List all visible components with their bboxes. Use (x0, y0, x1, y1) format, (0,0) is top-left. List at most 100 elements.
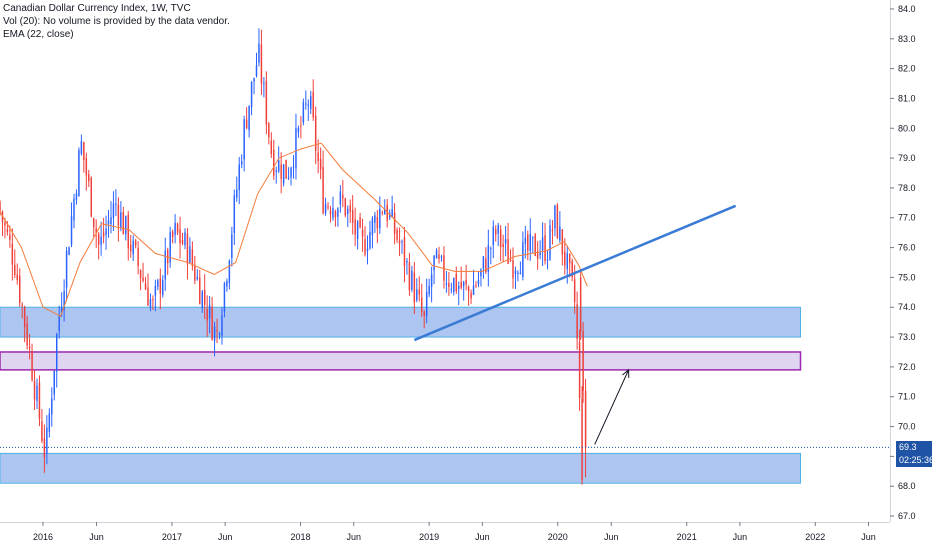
candle[interactable] (339, 185, 342, 213)
candle[interactable] (248, 105, 250, 138)
candle[interactable] (302, 98, 305, 126)
candle[interactable] (440, 254, 443, 262)
candle[interactable] (226, 278, 228, 292)
candle[interactable] (287, 167, 290, 181)
candle[interactable] (144, 276, 147, 290)
middle-resistance-zone[interactable] (0, 351, 802, 371)
candle[interactable] (46, 415, 48, 465)
candle[interactable] (317, 139, 319, 174)
candle[interactable] (33, 369, 36, 410)
candle[interactable] (559, 211, 561, 243)
candle[interactable] (159, 268, 162, 310)
candle[interactable] (26, 315, 28, 350)
candle[interactable] (448, 272, 450, 296)
candle[interactable] (263, 77, 265, 98)
candle[interactable] (576, 291, 578, 350)
candle[interactable] (243, 115, 245, 172)
candle[interactable] (371, 216, 374, 249)
candle[interactable] (70, 202, 73, 248)
candle[interactable] (379, 196, 381, 234)
candle[interactable] (541, 222, 544, 267)
legend-volume-note[interactable]: Vol (20): No volume is provided by the d… (3, 16, 230, 27)
candle[interactable] (162, 275, 164, 298)
candle[interactable] (435, 248, 438, 259)
candle[interactable] (100, 221, 102, 256)
candle[interactable] (18, 268, 21, 307)
candle[interactable] (527, 230, 529, 261)
candle[interactable] (174, 214, 176, 244)
candle[interactable] (142, 262, 144, 283)
candle[interactable] (38, 375, 41, 427)
candle[interactable] (58, 305, 60, 339)
candle[interactable] (127, 210, 129, 261)
candle[interactable] (105, 215, 107, 250)
candle[interactable] (351, 195, 354, 235)
candle[interactable] (223, 281, 226, 318)
candle[interactable] (564, 238, 566, 275)
candle[interactable] (255, 52, 258, 78)
candle[interactable] (416, 278, 418, 303)
candle[interactable] (584, 378, 587, 478)
candle[interactable] (208, 295, 211, 334)
candle[interactable] (482, 255, 485, 279)
candle[interactable] (307, 99, 310, 121)
candle[interactable] (411, 265, 413, 293)
candle[interactable] (184, 228, 186, 250)
legend-ema-label[interactable]: EMA (22, close) (3, 29, 74, 40)
candle[interactable] (445, 270, 448, 293)
candle[interactable] (16, 263, 19, 285)
candle[interactable] (403, 226, 406, 283)
candle[interactable] (80, 134, 83, 156)
candle[interactable] (499, 225, 502, 262)
candle[interactable] (475, 281, 477, 288)
candle[interactable] (354, 207, 356, 247)
candle[interactable] (514, 266, 517, 289)
candle[interactable] (549, 219, 551, 261)
time-axis[interactable]: 2016 Jun 2017 Jun 2018 Jun 2019 Jun 2020 Jun 2021 J… (33, 522, 876, 542)
plot-area[interactable] (0, 0, 890, 522)
candle[interactable] (21, 302, 23, 319)
candle[interactable] (470, 289, 472, 304)
candle[interactable] (147, 273, 149, 307)
candle[interactable] (418, 276, 421, 302)
candle[interactable] (233, 189, 236, 245)
candle[interactable] (327, 202, 329, 211)
candle[interactable] (75, 189, 78, 205)
candle[interactable] (428, 278, 430, 298)
candle[interactable] (438, 246, 440, 264)
candle[interactable] (450, 282, 453, 294)
candle[interactable] (115, 189, 117, 216)
candle[interactable] (245, 107, 248, 130)
candle[interactable] (433, 255, 435, 285)
candle[interactable] (78, 147, 80, 197)
candle[interactable] (531, 236, 534, 254)
candle[interactable] (413, 262, 416, 314)
candle[interactable] (490, 246, 492, 265)
candle[interactable] (319, 147, 322, 180)
candle[interactable] (544, 223, 546, 265)
candle[interactable] (268, 121, 270, 145)
candle[interactable] (265, 71, 268, 135)
candle[interactable] (191, 241, 194, 271)
candle[interactable] (164, 237, 166, 291)
candle[interactable] (396, 227, 398, 243)
candle[interactable] (137, 241, 139, 275)
candle[interactable] (310, 90, 312, 115)
trendline[interactable] (413, 204, 737, 342)
candle[interactable] (285, 159, 287, 180)
candle[interactable] (398, 227, 401, 257)
candle[interactable] (305, 90, 307, 110)
legend-title[interactable]: Canadian Dollar Currency Index, 1W, TVC (3, 3, 191, 14)
candle[interactable] (344, 197, 347, 218)
candle[interactable] (277, 146, 280, 173)
candle[interactable] (176, 222, 179, 236)
candle[interactable] (578, 329, 581, 411)
candle[interactable] (275, 166, 277, 184)
candle[interactable] (408, 252, 411, 296)
candle[interactable] (536, 241, 539, 270)
candle[interactable] (467, 285, 470, 306)
candle[interactable] (472, 269, 475, 296)
candle[interactable] (154, 279, 157, 312)
